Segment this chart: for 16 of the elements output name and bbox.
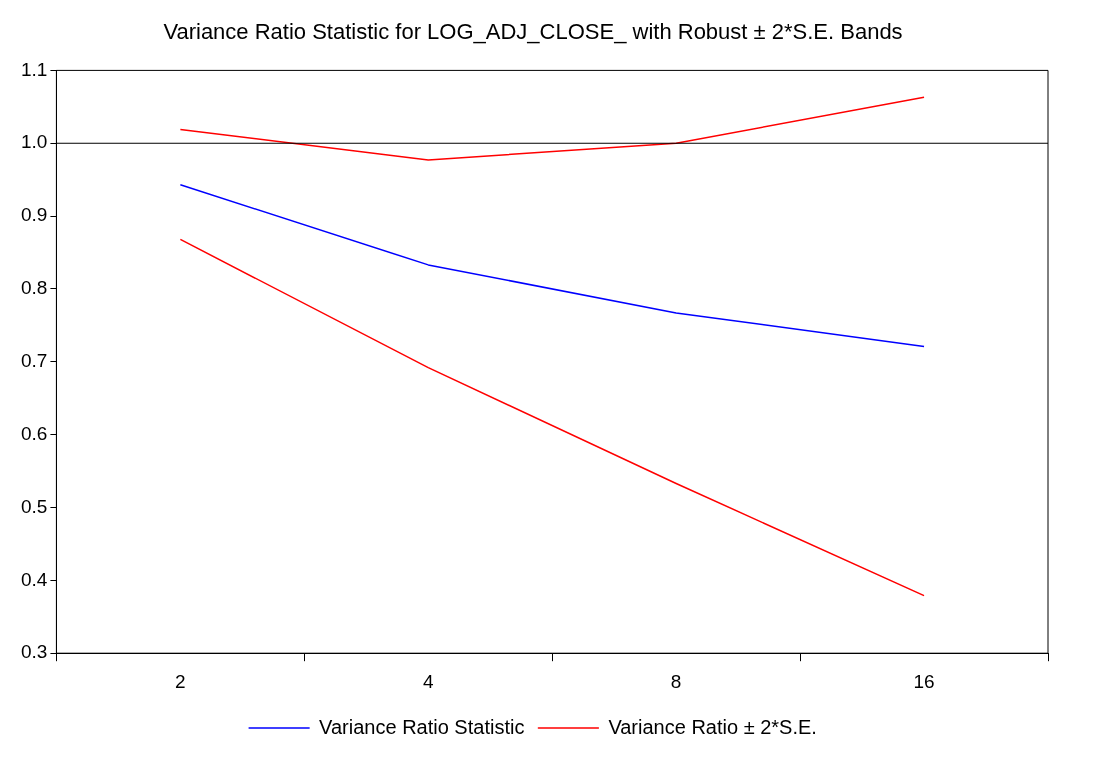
- legend-label: Variance Ratio Statistic: [319, 715, 525, 738]
- x-tick-label: 2: [175, 670, 186, 692]
- x-tick-label: 8: [670, 670, 682, 692]
- y-tick-label: 0.4: [20, 568, 48, 590]
- legend-label: Variance Ratio ± 2*S.E.: [608, 715, 817, 738]
- y-tick-label: 0.3: [20, 641, 48, 663]
- y-tick-label: 0.7: [20, 350, 48, 372]
- chart-title: Variance Ratio Statistic for LOG_ADJ_CLOSE_ with Robust ± 2*S.E. Bands: [163, 19, 903, 45]
- x-tick-label: 16: [913, 670, 935, 692]
- y-tick-label: 0.5: [20, 495, 48, 517]
- x-tick-label: 4: [422, 670, 434, 692]
- y-tick-label: 0.8: [20, 277, 48, 299]
- y-tick-label: 1.0: [20, 131, 48, 153]
- y-tick-label: 1.1: [20, 58, 48, 80]
- y-tick-label: 0.9: [20, 204, 48, 226]
- y-tick-label: 0.6: [20, 422, 48, 444]
